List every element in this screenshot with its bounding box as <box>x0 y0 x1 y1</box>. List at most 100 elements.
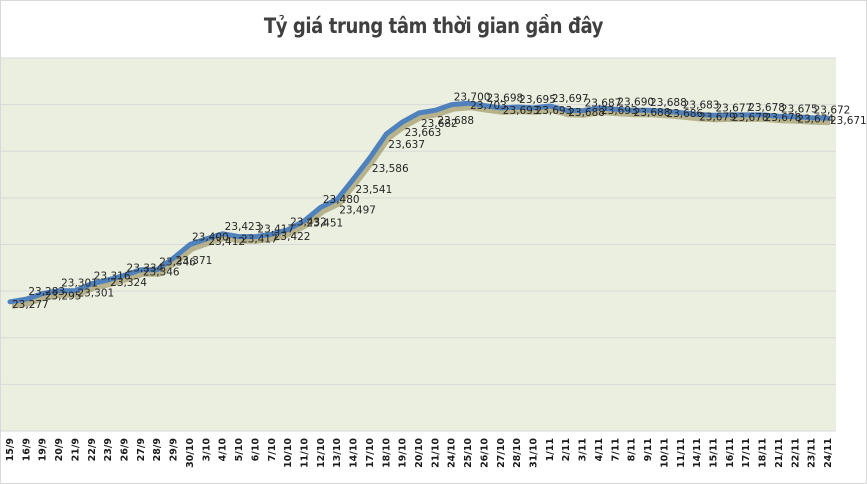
data-label: 23,700 <box>454 92 491 104</box>
x-tick-label: 29/9 <box>169 438 180 461</box>
x-tick-label: 19/9 <box>38 438 49 461</box>
x-tick-label: 9/11 <box>643 438 654 461</box>
x-tick-label: 21/10 <box>430 438 441 468</box>
x-tick-label: 14/11 <box>692 438 703 468</box>
data-label: 23,637 <box>388 139 425 151</box>
x-tick-label: 7/11 <box>610 438 621 461</box>
data-labels: 23,27723,28323,29523,30123,30123,31623,3… <box>12 92 867 311</box>
x-tick-label: 4/11 <box>594 438 605 461</box>
x-tick-label: 23/9 <box>103 438 114 461</box>
data-label: 23,678 <box>748 102 785 114</box>
data-label: 23,432 <box>290 217 327 229</box>
x-tick-label: 4/10 <box>218 438 229 462</box>
x-tick-label: 17/11 <box>741 438 752 468</box>
x-axis-labels: 15/9 16/9 19/9 20/9 21/9 22/9 23/9 26/9 27/9 28/9… <box>5 438 834 468</box>
data-label: 23,301 <box>61 278 98 290</box>
data-label: 23,417 <box>257 224 294 236</box>
x-tick-label: 19/10 <box>398 438 409 468</box>
x-tick-label: 18/11 <box>758 438 769 468</box>
data-label: 23,301 <box>77 288 114 300</box>
data-label: 23,480 <box>323 194 360 206</box>
data-label: 23,682 <box>421 118 458 130</box>
data-label: 23,497 <box>339 204 376 216</box>
x-tick-label: 22/11 <box>790 438 801 468</box>
data-label: 23,451 <box>306 218 343 230</box>
data-label: 23,417 <box>241 234 278 246</box>
series-line <box>7 100 831 309</box>
line-shadow <box>11 104 831 309</box>
x-tick-label: 24/10 <box>447 438 458 468</box>
x-tick-label: 11/11 <box>676 438 687 468</box>
x-tick-label: 28/9 <box>152 438 163 461</box>
x-tick-label: 10/11 <box>659 438 670 468</box>
data-label: 23,346 <box>143 267 180 279</box>
x-tick-label: 3/11 <box>578 438 589 461</box>
x-tick-label: 17/10 <box>365 438 376 468</box>
data-label: 23,688 <box>650 97 687 109</box>
x-tick-label: 8/11 <box>627 438 638 461</box>
data-label: 23,675 <box>781 103 818 115</box>
x-tick-label: 13/10 <box>332 438 343 468</box>
x-tick-label: 22/9 <box>87 438 98 461</box>
data-label: 23,316 <box>94 271 131 283</box>
data-label: 23,703 <box>470 100 507 112</box>
x-tick-label: 28/10 <box>512 438 523 468</box>
data-label: 23,663 <box>405 127 442 139</box>
data-label: 23,695 <box>519 94 556 106</box>
x-tick-label: 21/9 <box>70 438 81 461</box>
data-label: 23,674 <box>797 114 834 126</box>
x-tick-label: 24/11 <box>823 438 834 468</box>
data-label: 23,371 <box>176 255 213 267</box>
series-line-path <box>7 100 831 305</box>
data-label: 23,683 <box>683 100 720 112</box>
data-label: 23,679 <box>699 111 736 123</box>
data-label: 23,412 <box>208 236 245 248</box>
data-label: 23,672 <box>814 105 851 117</box>
x-tick-label: 7/10 <box>267 438 278 462</box>
x-tick-label: 11/10 <box>299 438 310 468</box>
data-label: 23,698 <box>486 93 523 105</box>
x-tick-label: 25/10 <box>463 438 474 468</box>
x-tick-label: 6/10 <box>250 438 261 462</box>
data-label: 23,671 <box>830 115 867 127</box>
x-tick-label: 20/9 <box>54 438 65 461</box>
x-tick-label: 16/11 <box>725 438 736 468</box>
data-label: 23,693 <box>536 105 573 117</box>
x-tick-label: 26/9 <box>120 438 131 461</box>
data-label: 23,688 <box>634 107 671 119</box>
x-tick-label: 27/9 <box>136 438 147 461</box>
x-tick-label: 14/10 <box>349 438 360 468</box>
x-tick-label: 26/10 <box>479 438 490 468</box>
x-tick-label: 30/10 <box>185 438 196 468</box>
x-tick-label: 15/11 <box>708 438 719 468</box>
data-label: 23,334 <box>127 262 164 274</box>
data-label: 23,400 <box>192 232 229 244</box>
x-tick-label: 10/10 <box>283 438 294 468</box>
data-label: 23,693 <box>503 105 540 117</box>
x-tick-label: 27/10 <box>496 438 507 468</box>
data-label: 23,277 <box>12 299 49 311</box>
data-label: 23,324 <box>110 277 147 289</box>
gridlines <box>1 57 836 432</box>
data-label: 23,586 <box>372 163 409 175</box>
data-label: 23,686 <box>666 108 703 120</box>
data-label: 23,677 <box>715 102 752 114</box>
x-tick-label: 1/11 <box>545 438 556 461</box>
data-label: 23,422 <box>274 231 311 243</box>
x-tick-label: 15/9 <box>5 438 16 461</box>
x-tick-label: 23/11 <box>807 438 818 468</box>
data-label: 23,423 <box>225 221 262 233</box>
data-label: 23,688 <box>437 115 474 127</box>
data-label: 23,295 <box>45 290 82 302</box>
x-tick-label: 12/10 <box>316 438 327 468</box>
data-label: 23,688 <box>568 107 605 119</box>
x-tick-label: 5/10 <box>234 438 245 462</box>
data-label: 23,283 <box>28 286 65 298</box>
x-tick-label: 16/9 <box>21 438 32 461</box>
data-label: 23,678 <box>732 112 769 124</box>
x-tick-label: 18/10 <box>381 438 392 468</box>
x-tick-label: 21/11 <box>774 438 785 468</box>
data-label: 23,693 <box>601 105 638 117</box>
data-label: 23,541 <box>356 184 393 196</box>
